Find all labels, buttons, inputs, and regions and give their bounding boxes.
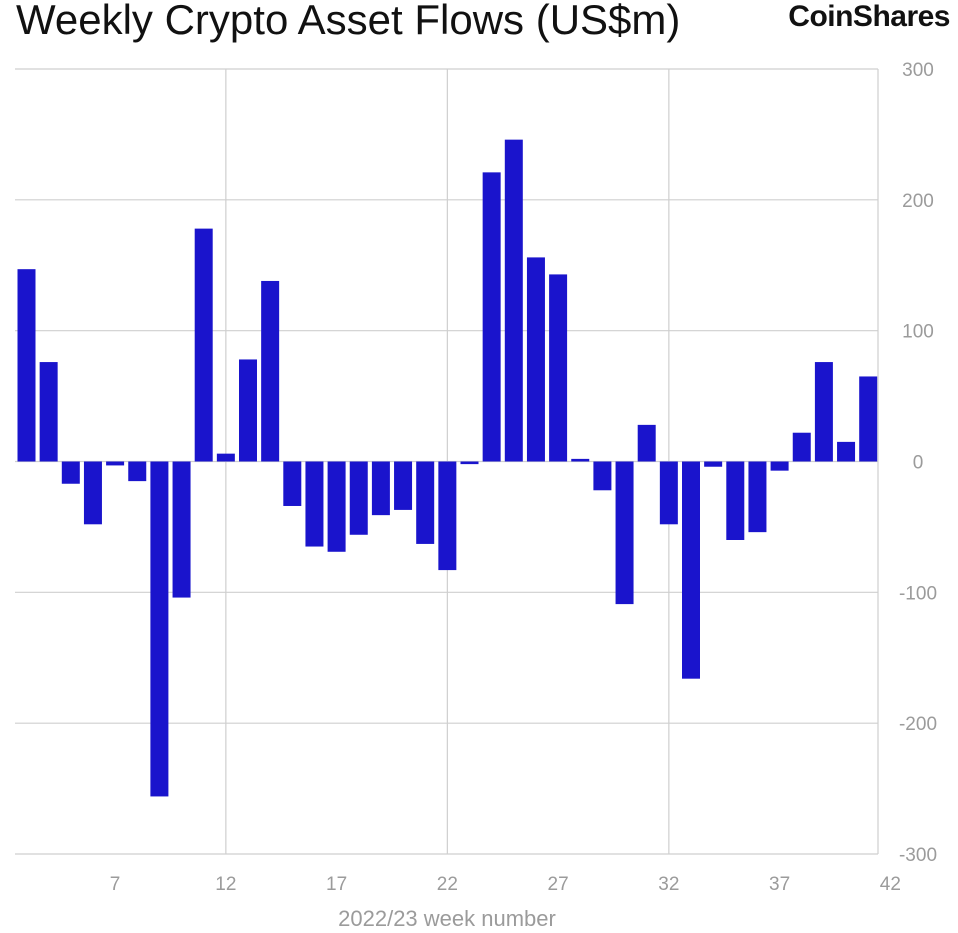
x-tick-label: 37 — [769, 874, 790, 895]
bar — [526, 257, 545, 462]
bar — [17, 269, 36, 462]
bar — [128, 461, 147, 482]
bar — [748, 461, 767, 533]
bar — [327, 461, 346, 552]
bar — [216, 453, 235, 462]
bar — [770, 461, 789, 471]
y-tick-label: -300 — [899, 845, 937, 866]
bar — [150, 461, 169, 797]
x-tick-label: 7 — [110, 874, 121, 895]
bar — [239, 359, 257, 462]
bar — [305, 461, 324, 547]
bar — [593, 461, 612, 491]
bar — [615, 461, 634, 605]
bar — [637, 424, 656, 462]
bar — [83, 461, 102, 525]
y-tick-label: -200 — [899, 714, 937, 735]
bar — [792, 432, 811, 462]
bar — [39, 362, 58, 462]
chart-title: Weekly Crypto Asset Flows (US$m) — [16, 0, 681, 43]
bar — [549, 274, 568, 462]
bar — [504, 139, 523, 462]
bar-series — [17, 139, 878, 797]
bar — [682, 461, 700, 679]
x-tick-label: 22 — [437, 874, 458, 895]
bar — [194, 228, 213, 462]
y-tick-label: -100 — [899, 583, 937, 604]
y-tick-label: 200 — [902, 191, 934, 212]
bar — [704, 461, 723, 467]
bar — [460, 461, 479, 465]
x-tick-label: 27 — [548, 874, 569, 895]
x-tick-label: 32 — [658, 874, 679, 895]
bar — [726, 461, 745, 540]
bar — [814, 362, 833, 462]
bar — [482, 172, 501, 462]
bar — [859, 376, 878, 462]
bar — [371, 461, 390, 516]
x-tick-label: 42 — [880, 874, 901, 895]
bar — [283, 461, 302, 506]
y-tick-label: 100 — [902, 322, 934, 343]
bar — [172, 461, 191, 598]
bar — [106, 461, 125, 466]
x-tick-label: 12 — [215, 874, 236, 895]
bar — [438, 461, 457, 571]
y-tick-label: 0 — [913, 453, 924, 474]
bar — [261, 280, 280, 462]
bar — [571, 458, 590, 462]
bar — [394, 461, 413, 510]
bar — [61, 461, 80, 484]
bar — [659, 461, 678, 525]
y-tick-label: 300 — [902, 60, 934, 81]
x-axis-ticks: 7 12 17 22 27 32 37 42 — [110, 874, 901, 895]
x-axis-label: 2022/23 week number — [338, 906, 556, 931]
x-tick-label: 17 — [326, 874, 347, 895]
bar — [349, 461, 368, 535]
bar — [416, 461, 435, 544]
coinshares-logo: CoinShares — [788, 0, 950, 33]
bar — [837, 441, 856, 462]
y-axis-ticks: 300 200 100 0 -100 -200 -300 — [899, 60, 937, 866]
